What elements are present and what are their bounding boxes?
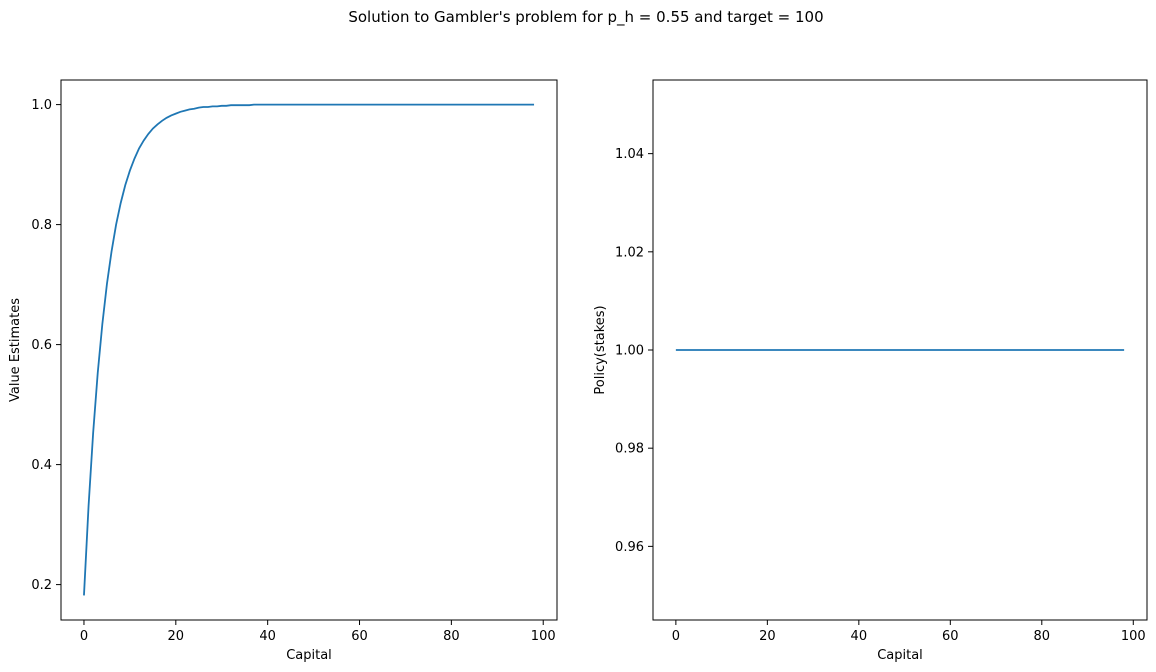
policy-y-tick-label: 0.98 <box>615 442 644 457</box>
value-y-tick-label: 0.8 <box>31 218 52 233</box>
policy-panel: 0 20 40 60 80 100 0.96 0.98 1.00 1.02 1.04 Capital P… <box>593 79 1148 663</box>
policy-x-tick-label: 20 <box>759 629 776 644</box>
policy-y-tick-label: 1.02 <box>615 245 644 260</box>
policy-x-tick-label: 60 <box>942 629 959 644</box>
value-y-tick-label: 0.4 <box>31 458 52 473</box>
value-series-line-0 <box>83 103 535 596</box>
policy-x-tick-label: 80 <box>1034 629 1051 644</box>
policy-x-axis-label: Capital <box>877 648 923 663</box>
figure-suptitle: Solution to Gambler's problem for p_h = … <box>348 8 823 27</box>
value-x-tick-label: 0 <box>80 629 88 644</box>
policy-y-tick-label: 1.04 <box>615 147 644 162</box>
value-x-tick-label: 100 <box>531 629 556 644</box>
value-x-tick-label: 80 <box>443 629 460 644</box>
value-y-tick-label: 0.6 <box>31 338 52 353</box>
policy-y-tick-label: 0.96 <box>615 540 644 555</box>
policy-y-tick-label: 1.00 <box>615 344 644 359</box>
value-axes-frame <box>60 79 558 621</box>
policy-x-tick-label: 0 <box>672 629 680 644</box>
policy-x-tick-label: 40 <box>851 629 868 644</box>
value-estimates-panel: 0 20 40 60 80 100 0.2 0.4 0.6 0.8 1.0 Capital Value … <box>8 79 558 663</box>
value-y-axis-label: Value Estimates <box>8 298 23 402</box>
value-x-tick-label: 60 <box>351 629 368 644</box>
policy-y-axis-label: Policy(stakes) <box>593 305 608 394</box>
value-x-tick-label: 40 <box>259 629 276 644</box>
policy-x-tick-label: 100 <box>1121 629 1146 644</box>
value-y-tick-label: 1.0 <box>31 98 52 113</box>
value-x-tick-label: 20 <box>168 629 185 644</box>
value-y-tick-label: 0.2 <box>31 578 52 593</box>
value-x-axis-label: Capital <box>286 648 332 663</box>
